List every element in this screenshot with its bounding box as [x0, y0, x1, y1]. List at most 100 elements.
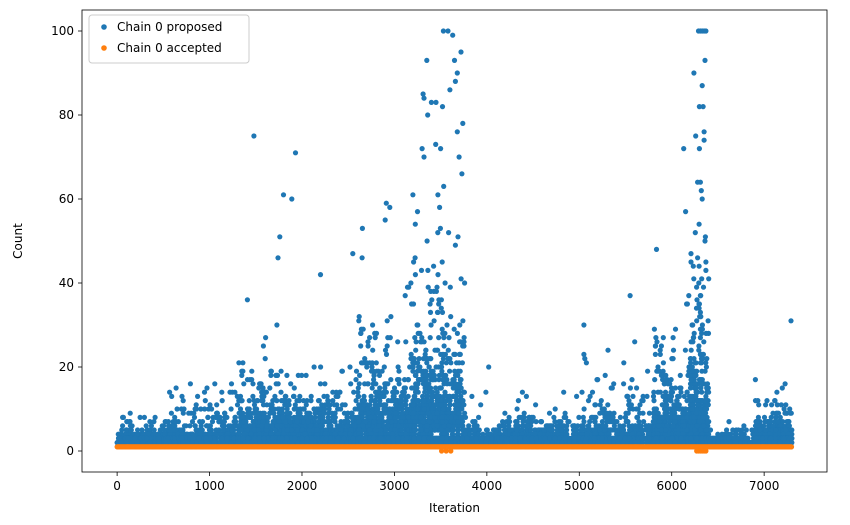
proposed-point — [470, 419, 476, 425]
proposed-point — [168, 410, 174, 416]
proposed-point — [229, 389, 235, 395]
proposed-point — [324, 393, 330, 399]
proposed-point — [195, 393, 201, 399]
proposed-point — [199, 427, 205, 433]
proposed-point — [451, 351, 457, 357]
proposed-point — [344, 414, 350, 420]
proposed-point — [151, 419, 157, 425]
proposed-point — [224, 414, 230, 420]
proposed-point — [391, 385, 398, 391]
proposed-point — [265, 435, 271, 441]
proposed-point — [350, 414, 356, 420]
proposed-point — [291, 393, 297, 399]
proposed-point — [474, 423, 480, 429]
proposed-point — [326, 406, 332, 412]
proposed-point — [155, 431, 161, 437]
proposed-point — [284, 410, 290, 416]
proposed-point — [439, 259, 445, 265]
proposed-point — [419, 335, 425, 341]
proposed-point — [294, 419, 300, 425]
proposed-point — [325, 414, 331, 420]
proposed-point — [408, 280, 414, 286]
proposed-point — [175, 431, 181, 437]
proposed-point — [163, 419, 169, 425]
proposed-point — [163, 440, 169, 446]
proposed-point — [433, 141, 439, 147]
proposed-point — [180, 398, 186, 404]
proposed-point — [403, 339, 409, 345]
proposed-point — [451, 326, 457, 332]
proposed-point — [279, 406, 285, 412]
proposed-point — [256, 435, 263, 441]
proposed-point — [371, 419, 377, 425]
proposed-point — [441, 343, 447, 349]
proposed-point — [454, 330, 460, 336]
proposed-point — [267, 385, 273, 391]
proposed-point — [209, 406, 215, 412]
proposed-point — [229, 427, 235, 433]
proposed-point — [179, 431, 185, 437]
proposed-point — [617, 414, 624, 420]
proposed-point — [430, 368, 436, 374]
proposed-point — [440, 330, 446, 336]
proposed-point — [268, 440, 274, 446]
proposed-point — [395, 364, 401, 370]
proposed-point — [236, 431, 242, 437]
proposed-point — [473, 435, 479, 441]
proposed-point — [274, 398, 280, 404]
proposed-point — [256, 431, 262, 437]
proposed-point — [292, 402, 298, 408]
proposed-point — [520, 419, 526, 425]
proposed-point — [458, 276, 464, 282]
proposed-point — [499, 435, 505, 441]
proposed-point — [326, 419, 332, 425]
proposed-point — [337, 389, 343, 395]
proposed-point — [446, 230, 452, 236]
proposed-point — [245, 435, 251, 441]
proposed-point — [284, 372, 290, 378]
proposed-point — [384, 318, 390, 324]
proposed-point — [276, 419, 282, 425]
proposed-point — [264, 427, 270, 433]
proposed-point — [245, 440, 251, 446]
proposed-point — [331, 414, 337, 420]
proposed-point — [533, 435, 539, 441]
proposed-point — [263, 423, 270, 429]
proposed-point — [507, 419, 513, 425]
proposed-point — [318, 364, 324, 370]
proposed-point — [151, 427, 157, 433]
proposed-point — [257, 381, 263, 387]
proposed-point — [198, 406, 204, 412]
proposed-point — [244, 297, 250, 303]
proposed-point — [456, 389, 462, 395]
proposed-point — [395, 339, 401, 345]
proposed-point — [410, 410, 416, 416]
proposed-point — [236, 360, 242, 366]
proposed-point — [367, 360, 373, 366]
proposed-point — [272, 440, 278, 446]
proposed-point — [464, 435, 470, 441]
proposed-point — [140, 440, 146, 446]
proposed-point — [281, 431, 287, 437]
proposed-point — [424, 393, 431, 399]
proposed-point — [281, 427, 287, 433]
proposed-point — [219, 435, 225, 441]
proposed-point — [252, 435, 258, 441]
proposed-point — [461, 389, 467, 395]
proposed-point — [295, 440, 301, 446]
proposed-point — [440, 406, 446, 412]
proposed-point — [426, 364, 432, 370]
proposed-point — [234, 402, 241, 408]
proposed-point — [308, 414, 314, 420]
proposed-point — [172, 414, 178, 420]
proposed-point — [220, 440, 226, 446]
proposed-point — [247, 423, 253, 429]
proposed-point — [410, 364, 416, 370]
proposed-point — [317, 423, 324, 429]
proposed-point — [232, 414, 238, 420]
proposed-point — [280, 414, 286, 420]
proposed-point — [231, 435, 237, 441]
proposed-point — [193, 440, 199, 446]
proposed-point — [427, 335, 433, 341]
proposed-point — [370, 347, 376, 353]
